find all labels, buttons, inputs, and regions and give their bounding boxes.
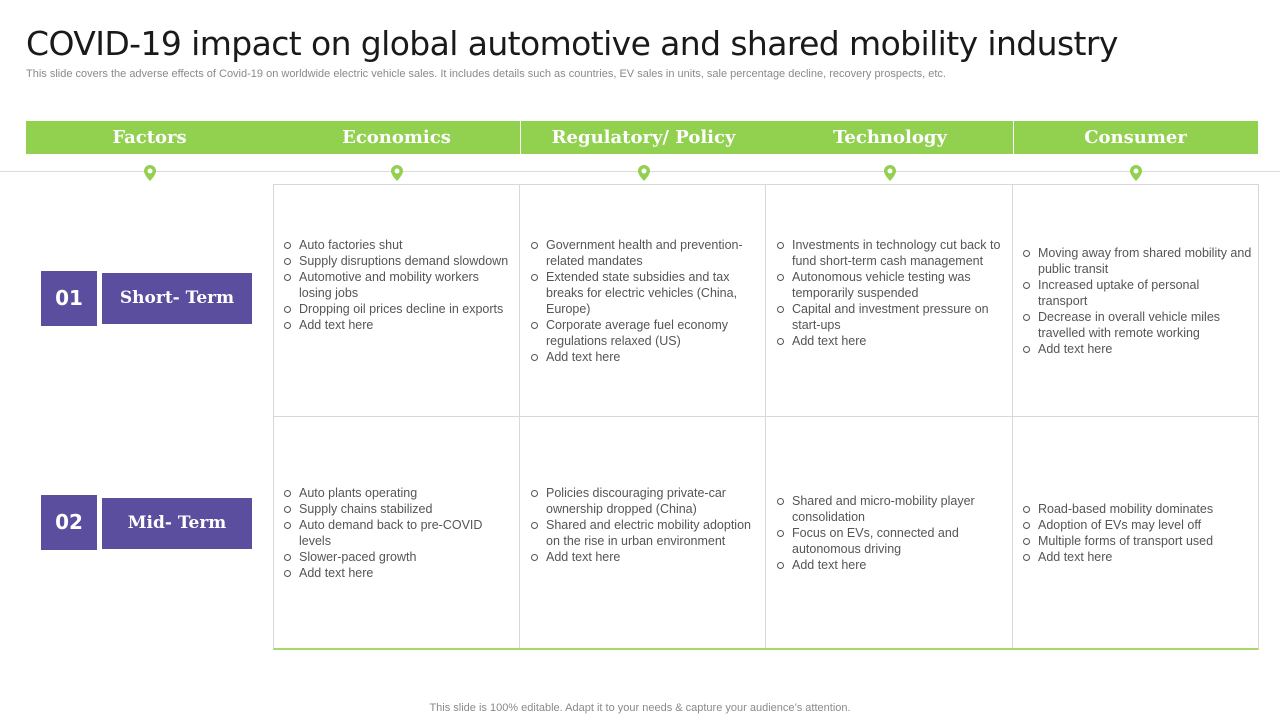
header-technology: Technology <box>833 127 947 148</box>
row-label-mid-term: Mid- Term <box>102 498 252 549</box>
map-pin-icon <box>1130 165 1142 181</box>
list-item: Supply disruptions demand slowdown <box>281 253 513 269</box>
list-item: Slower-paced growth <box>281 549 513 565</box>
grid-row-divider <box>273 416 1259 417</box>
header-consumer: Consumer <box>1084 127 1187 148</box>
row-number-badge: 02 <box>41 495 97 550</box>
cell-short-term-technology: Investments in technology cut back to fu… <box>774 237 1006 349</box>
map-pin-icon <box>391 165 403 181</box>
list-item: Auto factories shut <box>281 237 513 253</box>
list-item: Multiple forms of transport used <box>1020 533 1252 549</box>
cell-short-term-consumer: Moving away from shared mobility and pub… <box>1020 245 1252 357</box>
map-pin-icon <box>144 165 156 181</box>
list-item: Add text here <box>774 557 1006 573</box>
list-item: Shared and micro-mobility player consoli… <box>774 493 1006 525</box>
cell-mid-term-regulatory: Policies discouraging private-car owners… <box>528 485 760 565</box>
row-number-badge: 01 <box>41 271 97 326</box>
list-item: Increased uptake of personal transport <box>1020 277 1252 309</box>
list-item: Focus on EVs, connected and autonomous d… <box>774 525 1006 557</box>
list-item: Capital and investment pressure on start… <box>774 301 1006 333</box>
list-item: Add text here <box>1020 549 1252 565</box>
list-item: Adoption of EVs may level off <box>1020 517 1252 533</box>
list-item: Add text here <box>1020 341 1252 357</box>
list-item: Extended state subsidies and tax breaks … <box>528 269 760 317</box>
list-item: Investments in technology cut back to fu… <box>774 237 1006 269</box>
list-item: Moving away from shared mobility and pub… <box>1020 245 1252 277</box>
cell-mid-term-economics: Auto plants operating Supply chains stab… <box>281 485 513 581</box>
header-economics: Economics <box>342 127 451 148</box>
list-item: Autonomous vehicle testing was temporari… <box>774 269 1006 301</box>
list-item: Government health and prevention-related… <box>528 237 760 269</box>
page-subtitle: This slide covers the adverse effects of… <box>26 68 946 80</box>
cell-short-term-regulatory: Government health and prevention-related… <box>528 237 760 365</box>
list-item: Shared and electric mobility adoption on… <box>528 517 760 549</box>
list-item: Dropping oil prices decline in exports <box>281 301 513 317</box>
list-item: Corporate average fuel economy regulatio… <box>528 317 760 349</box>
header-regulatory: Regulatory/ Policy <box>551 127 736 148</box>
row-label-short-term: Short- Term <box>102 273 252 324</box>
cell-short-term-economics: Auto factories shut Supply disruptions d… <box>281 237 513 333</box>
map-pin-icon <box>884 165 896 181</box>
list-item: Road-based mobility dominates <box>1020 501 1252 517</box>
header-bar: Factors Economics Regulatory/ Policy Tec… <box>26 121 1258 154</box>
cell-mid-term-technology: Shared and micro-mobility player consoli… <box>774 493 1006 573</box>
cell-mid-term-consumer: Road-based mobility dominates Adoption o… <box>1020 501 1252 565</box>
list-item: Add text here <box>528 549 760 565</box>
header-factors: Factors <box>112 127 187 148</box>
list-item: Policies discouraging private-car owners… <box>528 485 760 517</box>
list-item: Add text here <box>281 317 513 333</box>
list-item: Add text here <box>774 333 1006 349</box>
list-item: Auto plants operating <box>281 485 513 501</box>
list-item: Add text here <box>528 349 760 365</box>
map-pin-icon <box>638 165 650 181</box>
list-item: Automotive and mobility workers losing j… <box>281 269 513 301</box>
footer-note: This slide is 100% editable. Adapt it to… <box>429 702 851 714</box>
list-item: Add text here <box>281 565 513 581</box>
list-item: Auto demand back to pre-COVID levels <box>281 517 513 549</box>
impact-grid <box>273 184 1259 650</box>
header-divider <box>520 121 521 154</box>
list-item: Decrease in overall vehicle miles travel… <box>1020 309 1252 341</box>
list-item: Supply chains stabilized <box>281 501 513 517</box>
header-divider <box>1013 121 1014 154</box>
page-title: COVID-19 impact on global automotive and… <box>26 24 1118 63</box>
